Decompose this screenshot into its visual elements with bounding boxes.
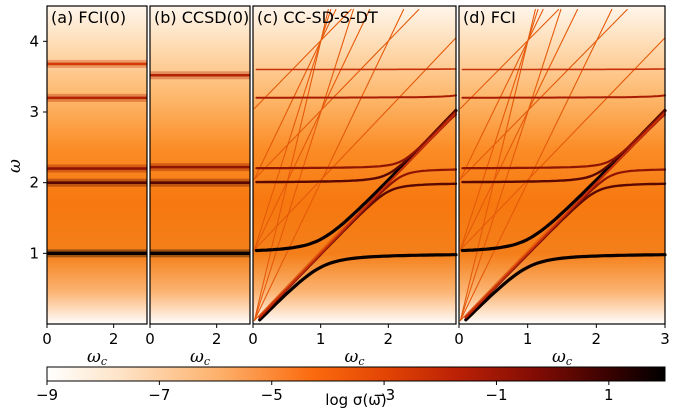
- replica-line: [253, 8, 329, 322]
- x-axis-label: ωc: [190, 347, 210, 368]
- panel-label: (d) FCI: [463, 8, 516, 27]
- panel-b: (b) CCSD(0) 0 2ωc: [145, 5, 251, 368]
- polariton-lower-branch: [464, 253, 667, 322]
- y-axis-label: ω: [5, 159, 25, 173]
- polariton-lower-branch: [258, 111, 457, 318]
- polariton-lower-branch: [465, 111, 666, 318]
- panel-background: [47, 6, 147, 324]
- panel-background: [253, 6, 456, 324]
- colorbar-tick-label: −7: [148, 386, 170, 404]
- x-tick-label: 0: [145, 330, 155, 348]
- replica-line: [253, 8, 354, 322]
- polariton-upper-branch: [461, 109, 667, 170]
- polariton-upper-branch: [461, 94, 666, 99]
- colorbar-tick-label: −5: [261, 386, 283, 404]
- colorbar-tick-label: −9: [36, 386, 58, 404]
- x-axis-label-subscript: c: [101, 355, 107, 368]
- photon-replica-lines: [459, 8, 666, 322]
- replica-line: [253, 8, 332, 251]
- panel-frame: [458, 5, 666, 325]
- colorbar-tick-label: −1: [485, 386, 507, 404]
- panel-background: [150, 6, 250, 324]
- panel-frame: [149, 5, 251, 325]
- panel-label: (a) FCI(0): [51, 8, 126, 27]
- replica-line: [459, 8, 536, 322]
- panel-label: (c) CC-SD-S-DT: [257, 8, 378, 27]
- replica-line: [459, 8, 560, 110]
- panel-c: (c) CC-SD-S-DT 0 1 2 ωc: [248, 5, 458, 368]
- x-axis-label-subscript: c: [204, 355, 210, 368]
- polariton-upper-branch: [255, 94, 457, 99]
- x-tick-label: 0: [42, 330, 52, 348]
- colorbar-label: log σ(ω): [325, 391, 386, 409]
- colorbar-bar: [46, 366, 666, 382]
- polariton-upper-branch: [255, 109, 458, 170]
- panel-label: (b) CCSD(0): [154, 8, 249, 27]
- replica-line: [253, 8, 352, 110]
- y-tick-label: 2: [29, 174, 39, 192]
- y-tick-label: 1: [29, 244, 39, 262]
- replica-line: [459, 8, 628, 180]
- x-axis-label: ωc: [552, 347, 572, 368]
- polariton-upper-branch: [255, 68, 457, 71]
- replica-line: [253, 8, 405, 322]
- polariton-lower-branch: [258, 253, 458, 322]
- x-tick-label: 3: [660, 330, 670, 348]
- replica-line: [459, 8, 579, 251]
- polariton-upper-branch: [461, 68, 666, 71]
- panel-frame: [46, 5, 148, 325]
- y-tick-label: 3: [29, 103, 39, 121]
- panel-frame: [252, 5, 457, 325]
- x-axis-label-subscript: c: [566, 355, 572, 368]
- replica-line: [459, 8, 613, 322]
- colorbar-ticks: −9 −7 −5 −3 −1 1: [36, 381, 614, 404]
- y-tick-label: 4: [29, 32, 39, 50]
- x-axis-label: ωc: [87, 347, 107, 368]
- x-tick-label: 2: [109, 330, 119, 348]
- colorbar-tick-label: −3: [373, 386, 395, 404]
- replica-line: [253, 8, 371, 251]
- colorbar-tick-label: 1: [604, 386, 614, 404]
- x-tick-label: 2: [212, 330, 222, 348]
- replica-line: [253, 8, 420, 180]
- x-tick-label: 1: [523, 330, 533, 348]
- x-axis-label-subscript: c: [358, 355, 364, 368]
- panel-d: (d) FCI 0 1 2 3 ωc: [454, 5, 670, 368]
- x-tick-label: 2: [592, 330, 602, 348]
- x-tick-label: 0: [454, 330, 464, 348]
- x-tick-label: 2: [384, 330, 394, 348]
- x-tick-label: 0: [248, 330, 258, 348]
- x-axis-label: ωc: [344, 347, 364, 368]
- panel-background: [459, 6, 665, 324]
- replica-line: [459, 8, 562, 322]
- replica-line: [459, 8, 539, 251]
- x-tick-label: 1: [316, 330, 326, 348]
